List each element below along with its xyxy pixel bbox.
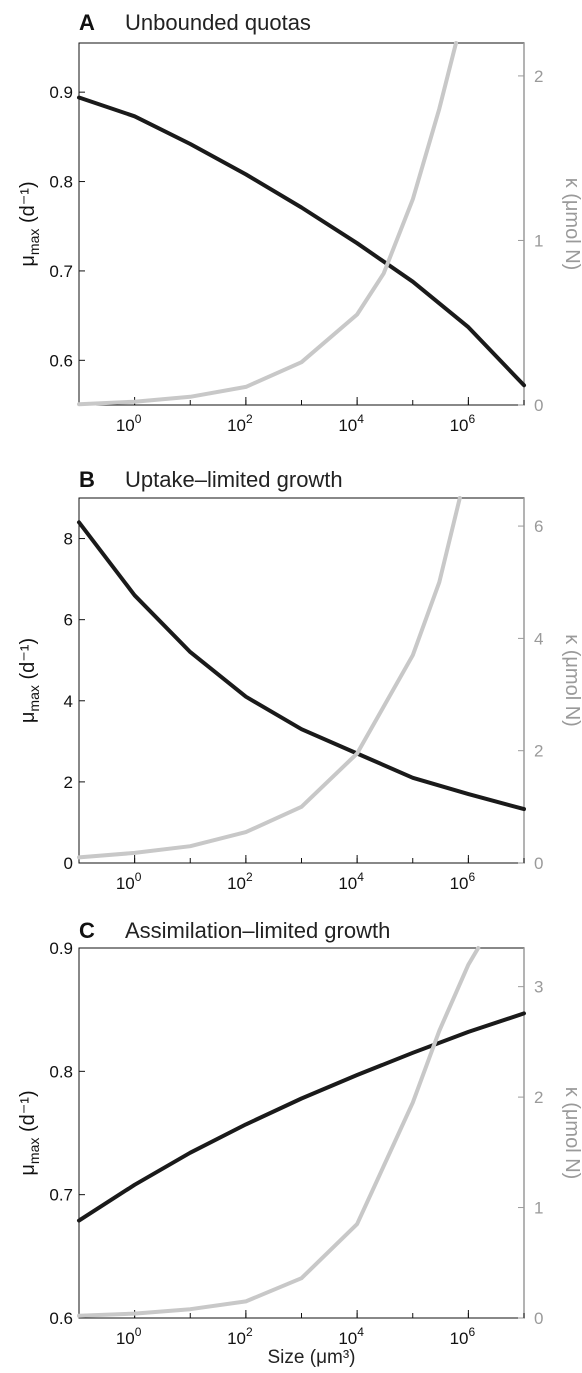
y-left-tick-label: 0.6 xyxy=(49,351,73,370)
panel-letter: C xyxy=(79,918,95,943)
y-right-tick-label: 0 xyxy=(534,396,543,415)
mu-max-series-line xyxy=(77,95,526,388)
y-left-tick-label: 6 xyxy=(64,611,73,630)
panel-a: A Unbounded quotas 0.6 0.7 0.8 0.9 0 1 2 100 102 10… xyxy=(17,10,582,435)
y-right-label: κ (μmol N) xyxy=(561,178,582,271)
x-tick-label: 104 xyxy=(338,870,364,893)
panel-letter: B xyxy=(79,467,95,492)
panel-c: C Assimilation–limited growth 0.6 0.7 0.8 0.9… xyxy=(17,918,582,1368)
y-left-tick-label: 0 xyxy=(64,854,73,873)
y-right-tick-label: 2 xyxy=(534,67,543,86)
y-right-tick-label: 0 xyxy=(534,1309,543,1328)
x-tick-label: 104 xyxy=(338,1325,364,1348)
y-left-label: μmax (d⁻¹) xyxy=(17,638,42,723)
y-left-tick-label: 0.6 xyxy=(49,1309,73,1328)
y-left-tick-label: 0.7 xyxy=(49,262,73,281)
kappa-series-line xyxy=(77,946,481,1318)
panel-title: Assimilation–limited growth xyxy=(125,918,390,943)
mu-max-series-line xyxy=(77,1011,526,1223)
y-left-tick-label: 0.7 xyxy=(49,1186,73,1205)
y-right-tick-label: 3 xyxy=(534,978,543,997)
y-left-tick-label: 0.8 xyxy=(49,173,73,192)
y-left-tick-label: 0.8 xyxy=(49,1062,73,1081)
y-right-tick-label: 2 xyxy=(534,742,543,761)
x-tick-label: 102 xyxy=(227,870,253,893)
panel-title: Uptake–limited growth xyxy=(125,467,343,492)
panel-title: Unbounded quotas xyxy=(125,10,311,35)
x-tick-label: 106 xyxy=(450,412,476,435)
y-right-label: κ (μmol N) xyxy=(561,1087,582,1180)
y-right-label: κ (μmol N) xyxy=(561,634,582,727)
x-tick-label: 102 xyxy=(227,1325,253,1348)
y-left-tick-label: 8 xyxy=(64,530,73,549)
panel-b: B Uptake–limited growth 0 2 4 6 8 0 2 4 6 100 102 104… xyxy=(17,467,582,893)
x-tick-label: 100 xyxy=(116,1325,142,1348)
plot-frame xyxy=(78,947,525,1319)
x-tick-label: 100 xyxy=(116,870,142,893)
x-tick-label: 106 xyxy=(450,1325,476,1348)
x-tick-label: 102 xyxy=(227,412,253,435)
y-left-tick-label: 4 xyxy=(64,692,73,711)
y-right-tick-label: 1 xyxy=(534,1199,543,1218)
x-axis-label: Size (μm³) xyxy=(268,1347,356,1368)
kappa-series-line xyxy=(77,496,462,860)
plot-frame xyxy=(78,42,525,406)
x-tick-label: 104 xyxy=(338,412,364,435)
y-right-tick-label: 6 xyxy=(534,517,543,536)
mu-max-series-line xyxy=(77,520,526,812)
panel-letter: A xyxy=(79,10,95,35)
y-right-tick-label: 4 xyxy=(534,629,543,648)
y-left-tick-label: 2 xyxy=(64,773,73,792)
x-tick-label: 100 xyxy=(116,412,142,435)
y-left-label: μmax (d⁻¹) xyxy=(17,181,42,266)
y-left-tick-label: 0.9 xyxy=(49,83,73,102)
y-right-tick-label: 2 xyxy=(534,1088,543,1107)
y-right-tick-label: 1 xyxy=(534,231,543,250)
kappa-series-line xyxy=(77,41,458,407)
y-left-label: μmax (d⁻¹) xyxy=(17,1090,42,1175)
y-left-tick-label: 0.9 xyxy=(49,939,73,958)
y-right-tick-label: 0 xyxy=(534,854,543,873)
x-tick-label: 106 xyxy=(450,870,476,893)
